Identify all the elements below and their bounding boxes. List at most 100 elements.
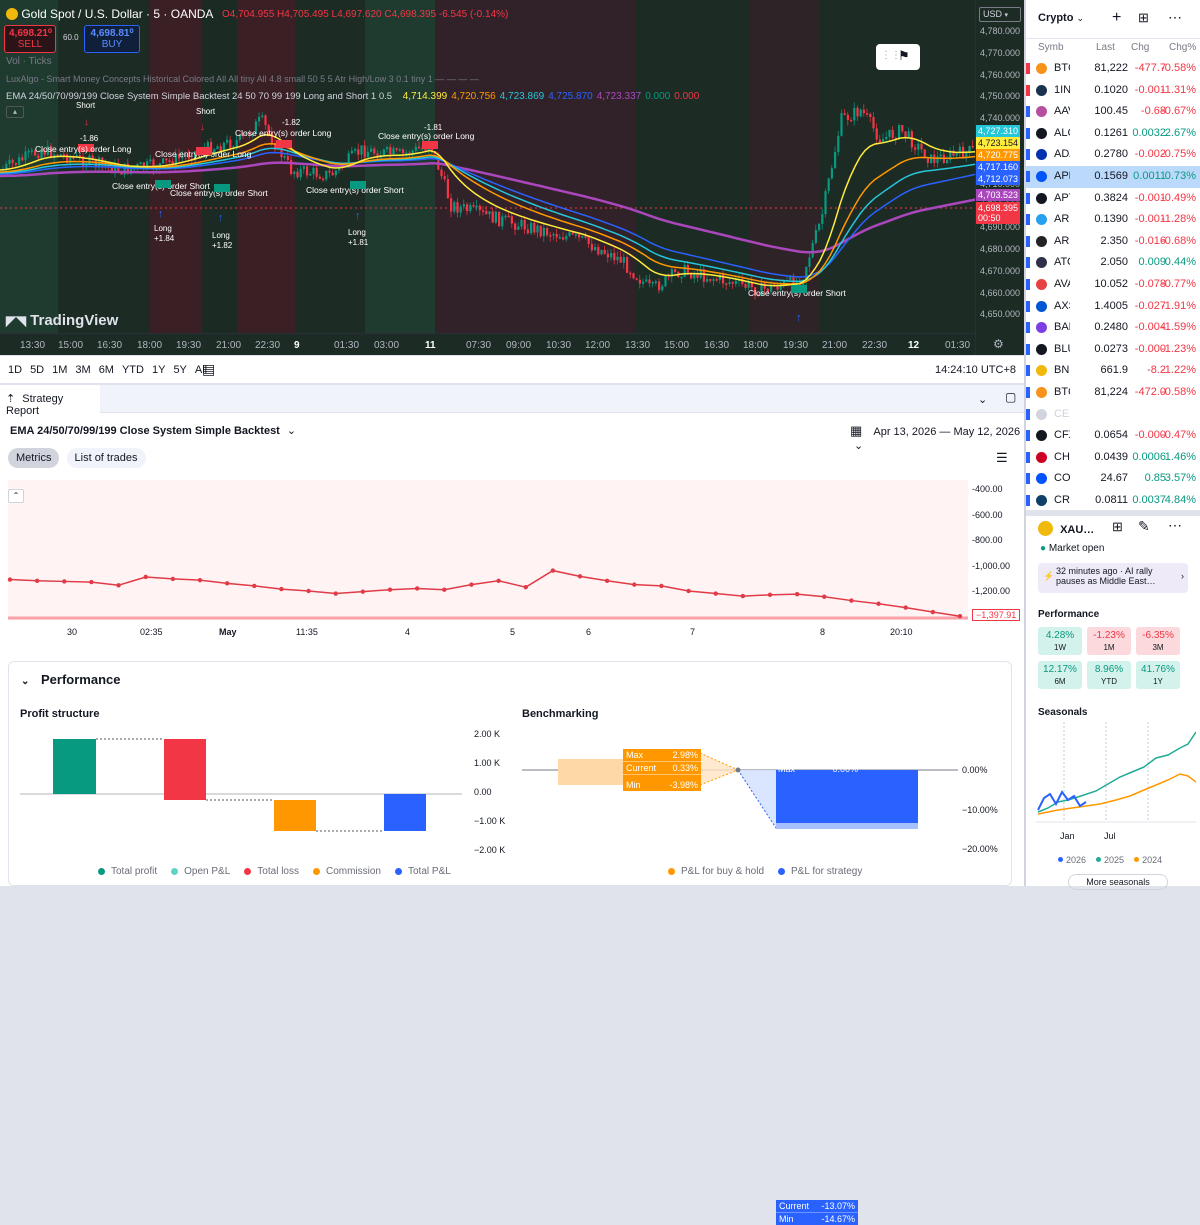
perf-cell-6m[interactable]: 12.17% 6M [1038, 661, 1082, 689]
perf-cell-ytd[interactable]: 8.96% YTD [1087, 661, 1131, 689]
more-seasonals-button[interactable]: More seasonals [1068, 874, 1168, 890]
strategy-selector[interactable]: EMA 24/50/70/99/199 Close System Simple … [10, 424, 296, 437]
collapse-legend-button[interactable]: ▴ [6, 106, 24, 118]
row-flag-icon[interactable] [1026, 214, 1030, 226]
watchlist-row[interactable]: APT 0.3824 -0.001-0.49% [1026, 188, 1200, 210]
watchlist-row[interactable]: BNB 661.9 -8.2-1.22% [1026, 360, 1200, 382]
profit-structure-chart[interactable] [0, 725, 520, 855]
seasonals-chart[interactable] [1036, 722, 1196, 832]
perf-cell-3m[interactable]: -6.35% 3M [1136, 627, 1180, 655]
range-button-1d[interactable]: 1D [8, 364, 23, 376]
col-chg-pct[interactable]: Chg% [1169, 42, 1197, 53]
watchlist-row[interactable]: AXS 1.4005 -0.027-1.91% [1026, 296, 1200, 318]
watchlist-row[interactable]: BTC 81,224 -472.0-0.58% [1026, 382, 1200, 404]
clock[interactable]: 14:24:10 UTC+8 [934, 364, 1016, 376]
range-button-5y[interactable]: 5Y [173, 364, 187, 376]
row-flag-icon[interactable] [1026, 257, 1030, 269]
chevron-down-icon[interactable]: ⌄ [978, 394, 988, 406]
legend-item[interactable]: Commission [312, 866, 381, 877]
row-flag-icon[interactable] [1026, 300, 1030, 312]
range-button-1m[interactable]: 1M [52, 364, 68, 376]
price-axis[interactable]: USD ▾ 4,780.000 4,770.000 4,760.000 4,750.0… [975, 0, 1024, 355]
watchlist-row[interactable]: CEL [1026, 404, 1200, 426]
flag-icon[interactable]: ⚑ [898, 48, 910, 63]
row-flag-icon[interactable] [1026, 322, 1030, 334]
collapse-equity-button[interactable]: ⌃ [8, 489, 24, 503]
range-button-3m[interactable]: 3M [75, 364, 91, 376]
watchlist-row[interactable]: COI 24.67 0.853.57% [1026, 468, 1200, 490]
row-flag-icon[interactable] [1026, 408, 1030, 420]
watchlist-row[interactable]: AAV 100.45 -0.68-0.67% [1026, 101, 1200, 123]
add-symbol-icon[interactable]: + [1112, 9, 1122, 26]
row-flag-icon[interactable] [1026, 430, 1030, 442]
row-flag-icon[interactable] [1026, 192, 1030, 204]
row-flag-icon[interactable] [1026, 106, 1030, 118]
panel-divider[interactable] [1026, 510, 1200, 516]
news-item[interactable]: ⚡ 32 minutes ago · AI rally pauses as Mi… [1038, 563, 1188, 593]
performance-header[interactable]: ⌄ Performance [21, 672, 121, 687]
row-flag-icon[interactable] [1026, 451, 1030, 463]
watchlist-row[interactable]: BTC 81,222 -477.7-0.58% [1026, 58, 1200, 80]
row-flag-icon[interactable] [1026, 495, 1030, 506]
advanced-view-icon[interactable]: ⊞ [1138, 10, 1149, 25]
symbol-title[interactable]: Gold Spot / U.S. Dollar · 5 · OANDA [21, 7, 214, 21]
watchlist-selector[interactable]: Crypto ⌄ [1038, 12, 1084, 24]
floating-toolbar[interactable]: ⋮⋮ ⚑ [876, 44, 920, 70]
list-view-icon[interactable]: ☰ [996, 450, 1008, 465]
legend-item[interactable]: 2025 [1096, 855, 1124, 865]
legend-item[interactable]: 2026 [1058, 855, 1086, 865]
indicator-luxalgo[interactable]: LuxAlgo - Smart Money Concepts Historica… [6, 74, 479, 84]
edit-icon[interactable]: ✎ [1138, 518, 1150, 534]
settings-gear-icon[interactable]: ⚙ [993, 337, 1004, 351]
grid-icon[interactable]: ⊞ [1112, 519, 1123, 534]
perf-cell-1m[interactable]: -1.23% 1M [1087, 627, 1131, 655]
details-symbol[interactable]: XAU… [1038, 521, 1094, 536]
indicator-vol[interactable]: Vol · Ticks [6, 56, 52, 67]
range-button-ytd[interactable]: YTD [121, 364, 144, 376]
benchmarking-chart[interactable] [520, 740, 960, 850]
indicator-ema[interactable]: EMA 24/50/70/99/199 Close System Simple … [6, 91, 703, 102]
equity-chart[interactable] [8, 480, 968, 620]
row-flag-icon[interactable] [1026, 343, 1030, 355]
range-button-1y[interactable]: 1Y [151, 364, 166, 376]
maximize-icon[interactable]: ▢ [1005, 390, 1017, 404]
legend-item[interactable]: 2024 [1134, 855, 1162, 865]
watchlist-row[interactable]: 1IN 0.1020 -0.001 -1.31% [1026, 80, 1200, 102]
row-flag-icon[interactable] [1026, 387, 1030, 398]
row-flag-icon[interactable] [1026, 473, 1030, 485]
row-flag-icon[interactable] [1026, 127, 1030, 139]
drag-handle-icon[interactable]: ⋮⋮ [881, 50, 901, 61]
watchlist-row[interactable]: BAN 0.2480 -0.004-1.59% [1026, 317, 1200, 339]
row-flag-icon[interactable] [1026, 235, 1030, 247]
tab-metrics[interactable]: Metrics [8, 448, 60, 468]
legend-item[interactable]: Open P&L [171, 866, 230, 877]
watchlist-row[interactable]: ARB 0.1390 -0.001-1.28% [1026, 209, 1200, 231]
watchlist-row[interactable]: AVA 10.052 -0.078-0.77% [1026, 274, 1200, 296]
legend-item[interactable]: P&L for strategy [778, 866, 862, 877]
range-button-all[interactable]: All [194, 364, 208, 376]
watchlist-row[interactable]: BLU 0.0273 -0.000-1.23% [1026, 339, 1200, 361]
watchlist-row[interactable]: ADA 0.2780 -0.002-0.75% [1026, 144, 1200, 166]
watchlist-row[interactable]: AR 2.350 -0.016 -0.68% [1026, 231, 1200, 253]
tab-strategy-report[interactable]: ⇡ Strategy Report [0, 385, 100, 417]
date-range-calendar-icon[interactable]: ▤ [202, 361, 216, 377]
legend-item[interactable]: P&L for buy & hold [668, 866, 764, 877]
row-flag-icon[interactable] [1026, 149, 1030, 161]
buy-button[interactable]: 4,698.81⁰ BUY [84, 25, 140, 53]
more-icon[interactable]: ⋯ [1168, 9, 1182, 25]
perf-cell-1w[interactable]: 4.28% 1W [1038, 627, 1082, 655]
row-flag-icon[interactable] [1026, 84, 1030, 96]
legend-item[interactable]: Total P&L [395, 866, 451, 877]
col-symbol[interactable]: Symb [1038, 42, 1064, 53]
col-last[interactable]: Last [1096, 42, 1115, 53]
legend-item[interactable]: Total loss [244, 866, 299, 877]
row-flag-icon[interactable] [1026, 279, 1030, 290]
perf-cell-1y[interactable]: 41.76% 1Y [1136, 661, 1180, 689]
tab-list-of-trades[interactable]: List of trades [66, 448, 146, 468]
price-chart[interactable]: Gold Spot / U.S. Dollar · 5 · OANDA O4,7… [0, 0, 1024, 355]
